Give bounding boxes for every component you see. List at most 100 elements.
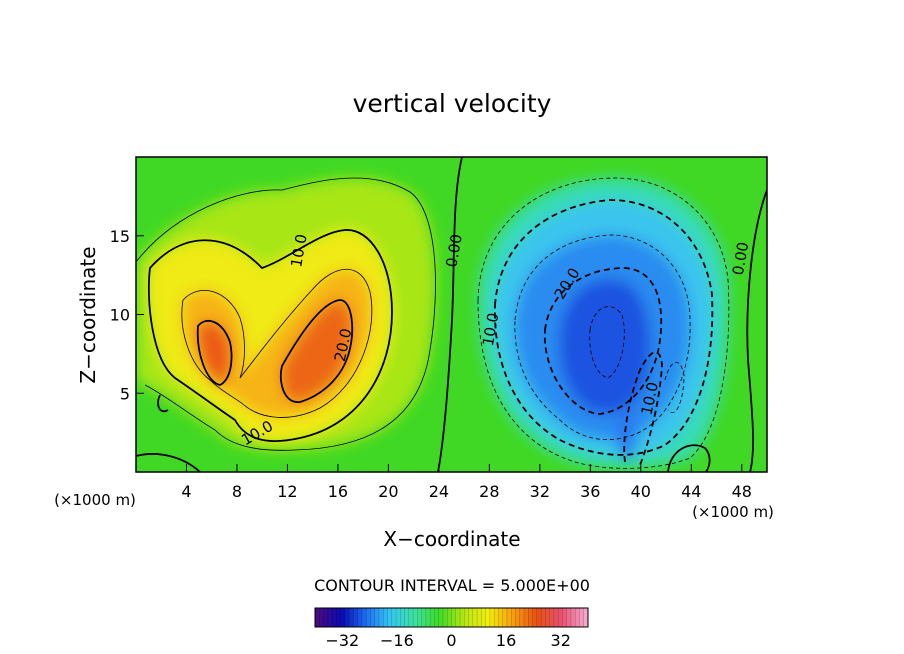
contour-line [623, 351, 663, 466]
colorbar-swatch [511, 608, 516, 627]
colorbar-swatch [455, 608, 461, 627]
x-tick-label: 28 [479, 482, 499, 501]
contour-line [494, 199, 714, 456]
colorbar-swatch [562, 608, 568, 627]
colorbar-swatch [315, 608, 320, 627]
colorbar-tick-label: 0 [446, 631, 456, 650]
y-tick-label: 15 [110, 227, 130, 246]
contour-label: 10.0 [479, 311, 503, 347]
colorbar-swatch [553, 608, 559, 627]
colorbar-tick-label: 32 [551, 631, 571, 650]
x-tick-label: 20 [378, 482, 398, 501]
colorbar-swatch [502, 608, 508, 627]
colorbar-swatch [485, 608, 491, 627]
contour-line [667, 444, 711, 472]
colorbar-swatch [566, 608, 572, 627]
colorbar-tick-label: −32 [325, 631, 359, 650]
x-tick-label: 8 [232, 482, 242, 501]
colorbar-swatch [374, 608, 380, 627]
y-tick-label: 10 [110, 306, 130, 325]
contour-line [181, 268, 373, 418]
colorbar-swatch [549, 608, 555, 627]
colorbar-frame [314, 607, 589, 628]
colorbar-swatch [515, 608, 521, 627]
colorbar-swatch [421, 608, 427, 627]
contour-label: 0.00 [442, 233, 466, 269]
colorbar-swatch [430, 608, 435, 627]
colorbar-swatch [583, 608, 589, 627]
colorbar-swatch [494, 608, 499, 627]
contour-line [544, 267, 663, 415]
colorbar-swatch [404, 608, 410, 627]
colorbar-swatch [327, 608, 333, 627]
colorbar-swatch [545, 608, 551, 627]
colorbar-swatch [434, 608, 440, 627]
x-tick-label: 48 [732, 482, 752, 501]
updraft-core-right [280, 300, 353, 403]
colorbar-swatch [361, 608, 367, 627]
colorbar-swatch [400, 608, 406, 627]
contour-line [477, 177, 730, 469]
x-axis-label: X−coordinate [383, 527, 520, 551]
colorbar-swatch [464, 608, 470, 627]
colorbar-swatch [570, 608, 576, 627]
colorbar-swatch [391, 608, 397, 627]
colorbar-swatch [417, 608, 423, 627]
colorbar-swatch [447, 608, 452, 627]
colorbar-swatch [383, 608, 389, 627]
colorbar-swatch [575, 608, 580, 627]
colorbar-swatch [357, 608, 363, 627]
y-axis-label: Z−coordinate [76, 246, 100, 383]
x-tick-label: 4 [181, 482, 191, 501]
colorbar-swatch [579, 608, 585, 627]
colorbar-swatch [319, 608, 325, 627]
contour-lines [136, 157, 767, 472]
x-tick-label: 12 [277, 482, 297, 501]
colorbar-swatch [468, 608, 474, 627]
colorbar-swatch [519, 608, 525, 627]
colorbar-swatch [498, 608, 504, 627]
x-tick-label: 32 [530, 482, 550, 501]
x-unit-label-right: (×1000 m) [692, 503, 774, 521]
colorbar-tick-label: 16 [496, 631, 516, 650]
colorbar-swatch [332, 608, 337, 627]
contour-line [147, 229, 393, 442]
heatmap-field: 10.0 20.0 10.0 0.00 0.00 10.0 20.0 10.0 [136, 157, 767, 472]
colorbar-ticks: −32 −16 0 16 32 [325, 631, 570, 650]
x-unit-label-left: (×1000 m) [54, 491, 136, 509]
colorbar [314, 608, 589, 627]
colorbar-swatch [370, 608, 376, 627]
zero-contour-line [746, 189, 767, 472]
colorbar-swatch [353, 608, 359, 627]
colorbar-swatch [378, 608, 384, 627]
colorbar-swatch [387, 608, 393, 627]
updraft-core-left [197, 320, 232, 385]
colorbar-swatch [532, 608, 538, 627]
colorbar-swatch [336, 608, 342, 627]
colorbar-swatch [366, 608, 371, 627]
contour-interval-text: CONTOUR INTERVAL = 5.000E+00 [314, 576, 590, 595]
colorbar-swatch [408, 608, 414, 627]
zero-contour-line [437, 157, 463, 472]
contour-line [136, 177, 436, 451]
colorbar-tick-label: −16 [380, 631, 414, 650]
x-tick-label: 44 [681, 482, 701, 501]
colorbar-swatch [481, 608, 487, 627]
colorbar-swatch [344, 608, 350, 627]
colorbar-swatch [541, 608, 546, 627]
chart-title: vertical velocity [353, 89, 552, 118]
field-shading [136, 177, 729, 469]
contour-line [157, 394, 169, 413]
colorbar-swatch [442, 608, 448, 627]
colorbar-swatch [472, 608, 478, 627]
colorbar-swatch [524, 608, 529, 627]
contour-line [514, 234, 691, 440]
contour-line [664, 362, 685, 413]
colorbar-swatch [425, 608, 431, 627]
colorbar-swatch [536, 608, 542, 627]
colorbar-swatch [413, 608, 418, 627]
colorbar-swatch [460, 608, 465, 627]
y-tick-label: 5 [120, 384, 130, 403]
y-axis: 5 10 15 [110, 227, 144, 403]
